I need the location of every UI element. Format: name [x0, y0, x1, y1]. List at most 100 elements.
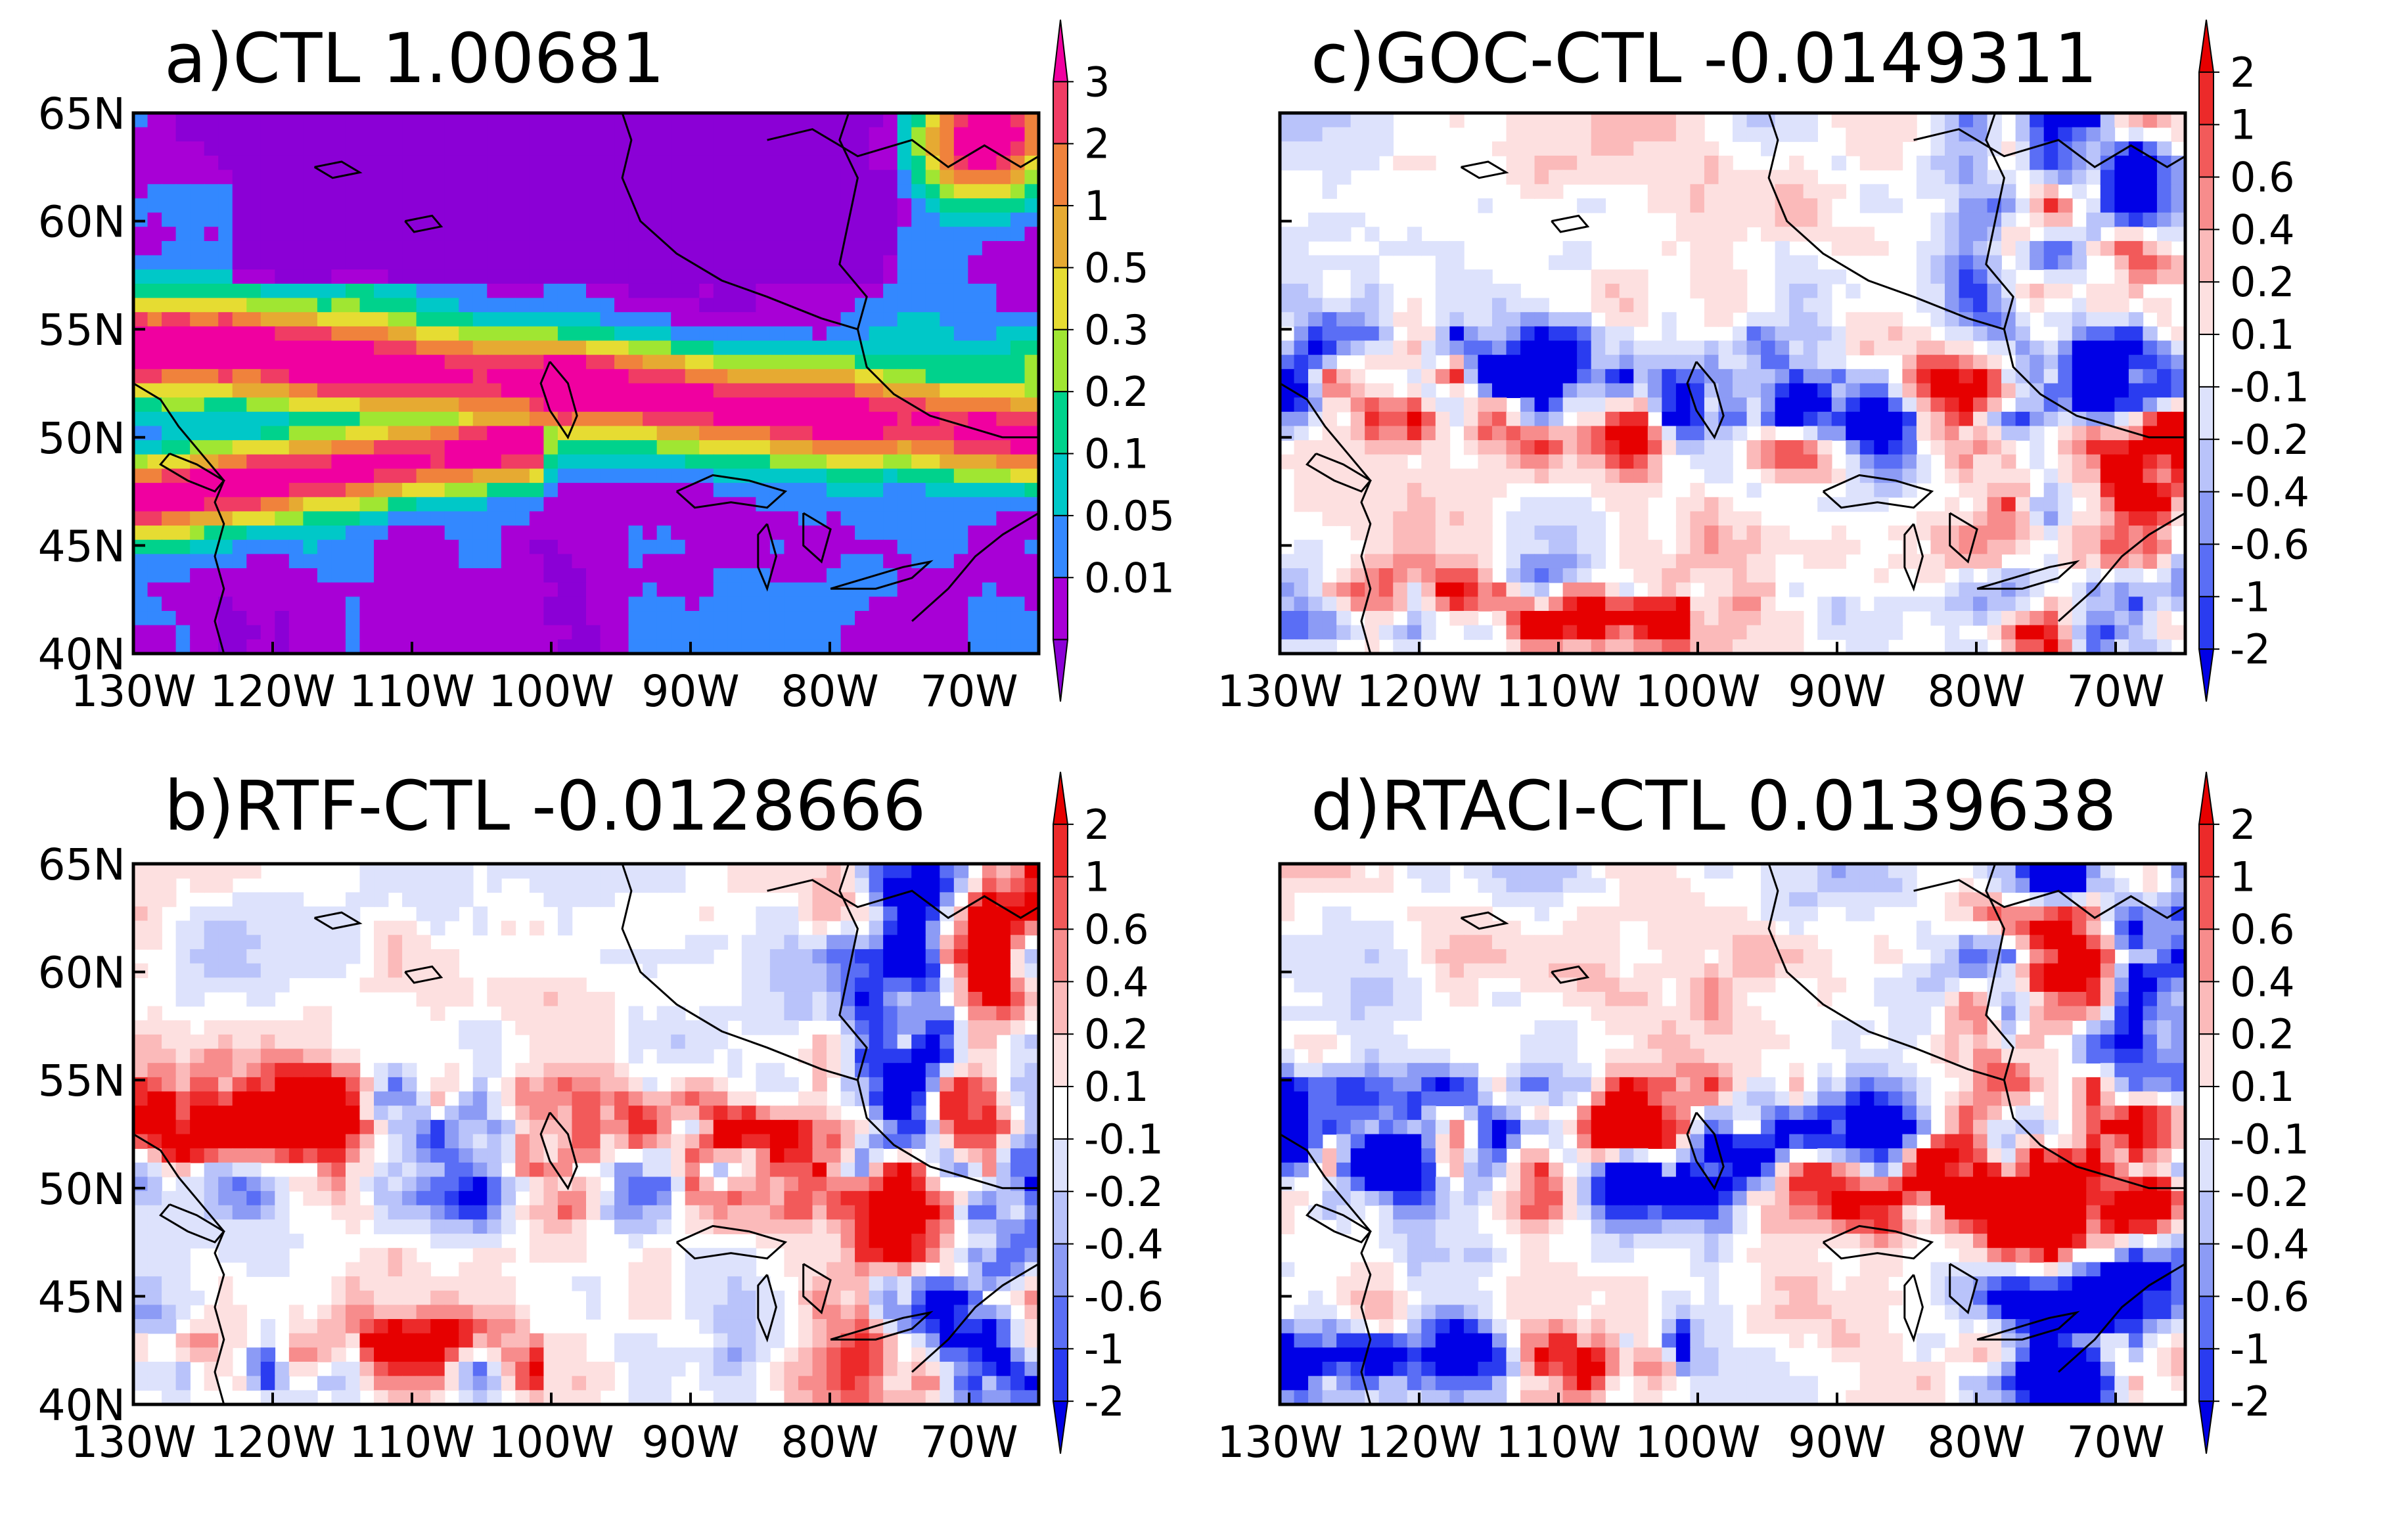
- y-tick-label: 50N: [38, 413, 125, 464]
- x-tick-label: 80W: [1927, 666, 2025, 717]
- colorbar-label: -2: [2230, 1377, 2271, 1425]
- map-frame: [131, 111, 1041, 656]
- panel-title: c)GOC-CTL -0.0149311: [1311, 18, 2097, 99]
- colorbar-label: 0.6: [2230, 906, 2295, 954]
- colorbar-label: 0.4: [1084, 958, 1149, 1006]
- colorbar: 21 0.60.40.2 0.1-0.1 -0.2-0.4-0.6 -1-2: [2198, 771, 2309, 1454]
- colorbar-label: -1: [2230, 1325, 2271, 1373]
- x-tick-label: 130W: [70, 666, 196, 717]
- x-tick-label: 70W: [2066, 666, 2164, 717]
- panel-title: d)RTACI-CTL 0.0139638: [1311, 766, 2116, 846]
- field-raster: [1280, 864, 2185, 1404]
- colorbar-label: 0.2: [1084, 1010, 1149, 1058]
- colorbar-label: 0.6: [2230, 154, 2295, 202]
- colorbar-label: 0.4: [2230, 958, 2295, 1006]
- x-tick-label: 70W: [920, 1417, 1018, 1467]
- colorbar-label: -1: [1084, 1325, 1125, 1373]
- colorbar-label: 0.05: [1084, 492, 1175, 540]
- colorbar-label: 0.2: [2230, 1010, 2295, 1058]
- panel-a: a)CTL 1.00681 130W 120W 110W 100W 90W 80W 70W 65…: [38, 18, 1175, 717]
- coastlines: [133, 113, 1039, 654]
- colorbar-label: 0.3: [1084, 306, 1149, 354]
- x-tick-label: 80W: [781, 1417, 878, 1467]
- colorbar: 3 2 1 0.5 0.3 0.2 0.1 0.05 0.01: [1052, 19, 1175, 702]
- x-tick-label: 100W: [1635, 1417, 1760, 1467]
- colorbar-label: 0.01: [1084, 554, 1175, 602]
- colorbar-label: -0.6: [2230, 1272, 2309, 1320]
- colorbar-label: -2: [1084, 1377, 1125, 1425]
- x-tick-label: 70W: [2066, 1417, 2164, 1467]
- x-tick-label: 120W: [210, 666, 335, 717]
- colorbar-label: 1: [1084, 182, 1110, 230]
- x-tick-label: 100W: [488, 666, 614, 717]
- coastlines: [1280, 113, 2185, 654]
- colorbar-label: -0.4: [2230, 468, 2309, 516]
- panel-c: c)GOC-CTL -0.0149311 130W 120W 110W 100W 90W 8…: [1217, 18, 2309, 717]
- x-tick-label: 100W: [488, 1417, 614, 1467]
- y-tick-label: 65N: [38, 89, 125, 139]
- y-tick-label: 45N: [38, 521, 125, 571]
- x-tick-label: 90W: [1788, 666, 1886, 717]
- map-frame: [1278, 111, 2187, 656]
- x-tick-label: 120W: [1356, 666, 1482, 717]
- colorbar-label: -0.2: [2230, 1168, 2309, 1216]
- x-tick-label: 90W: [641, 1417, 739, 1467]
- y-tick-label: 65N: [38, 839, 125, 890]
- colorbar-label: 0.1: [2230, 311, 2295, 359]
- map-frame: [131, 862, 1041, 1406]
- colorbar-label: -0.4: [1084, 1220, 1164, 1268]
- colorbar-label: -0.6: [1084, 1272, 1164, 1320]
- panel-d: d)RTACI-CTL 0.0139638 130W 120W 110W 100W 90W…: [1217, 766, 2309, 1467]
- y-tick-label: 40N: [38, 629, 125, 680]
- panel-title: a)CTL 1.00681: [164, 18, 665, 99]
- colorbar-label: 0.5: [1084, 244, 1149, 292]
- x-tick-label: 110W: [349, 1417, 474, 1467]
- colorbar-label: 1: [2230, 101, 2256, 149]
- colorbar-label: 2: [1084, 120, 1110, 168]
- map-frame: [1278, 862, 2187, 1406]
- colorbar-label: 0.1: [1084, 1063, 1149, 1111]
- colorbar-label: 2: [2230, 801, 2256, 849]
- colorbar-label: -0.1: [2230, 363, 2309, 411]
- y-tick-label: 50N: [38, 1164, 125, 1215]
- colorbar-label: 3: [1084, 58, 1110, 106]
- colorbar-label: 2: [1084, 801, 1110, 849]
- field-raster: [133, 864, 1039, 1404]
- x-tick-label: 120W: [1356, 1417, 1482, 1467]
- y-tick-label: 55N: [38, 1056, 125, 1106]
- colorbar-label: -2: [2230, 625, 2271, 673]
- colorbar-label: 1: [1084, 853, 1110, 901]
- x-tick-label: 80W: [781, 666, 878, 717]
- colorbar-label: 0.2: [1084, 368, 1149, 416]
- y-tick-label: 55N: [38, 305, 125, 355]
- colorbar-label: -0.2: [2230, 416, 2309, 464]
- field-raster: [133, 113, 1039, 654]
- colorbar-label: 2: [2230, 49, 2256, 97]
- x-tick-label: 100W: [1635, 666, 1760, 717]
- y-tick-label: 60N: [38, 948, 125, 998]
- x-tick-label: 70W: [920, 666, 1018, 717]
- colorbar-label: 0.2: [2230, 258, 2295, 306]
- y-tick-label: 60N: [38, 197, 125, 248]
- x-tick-label: 130W: [1217, 666, 1342, 717]
- x-tick-label: 80W: [1927, 1417, 2025, 1467]
- colorbar-label: 0.4: [2230, 206, 2295, 254]
- colorbar-label: -0.2: [1084, 1168, 1164, 1216]
- x-tick-label: 90W: [1788, 1417, 1886, 1467]
- x-tick-label: 110W: [349, 666, 474, 717]
- x-tick-label: 90W: [641, 666, 739, 717]
- colorbar-label: -0.1: [2230, 1115, 2309, 1163]
- field-raster: [1280, 113, 2185, 654]
- colorbar: 21 0.60.40.2 0.1-0.1 -0.2-0.4-0.6 -1-2: [1052, 771, 1164, 1454]
- x-tick-label: 110W: [1495, 666, 1621, 717]
- colorbar-label: 0.6: [1084, 906, 1149, 954]
- colorbar-label: -0.6: [2230, 520, 2309, 568]
- y-tick-label: 40N: [38, 1380, 125, 1431]
- colorbar-label: -1: [2230, 573, 2271, 621]
- colorbar: 21 0.60.40.2 0.1-0.1 -0.2-0.4-0.6 -1-2: [2198, 19, 2309, 702]
- x-tick-label: 110W: [1495, 1417, 1621, 1467]
- y-tick-label: 45N: [38, 1272, 125, 1322]
- colorbar-label: -0.4: [2230, 1220, 2309, 1268]
- x-tick-label: 130W: [1217, 1417, 1342, 1467]
